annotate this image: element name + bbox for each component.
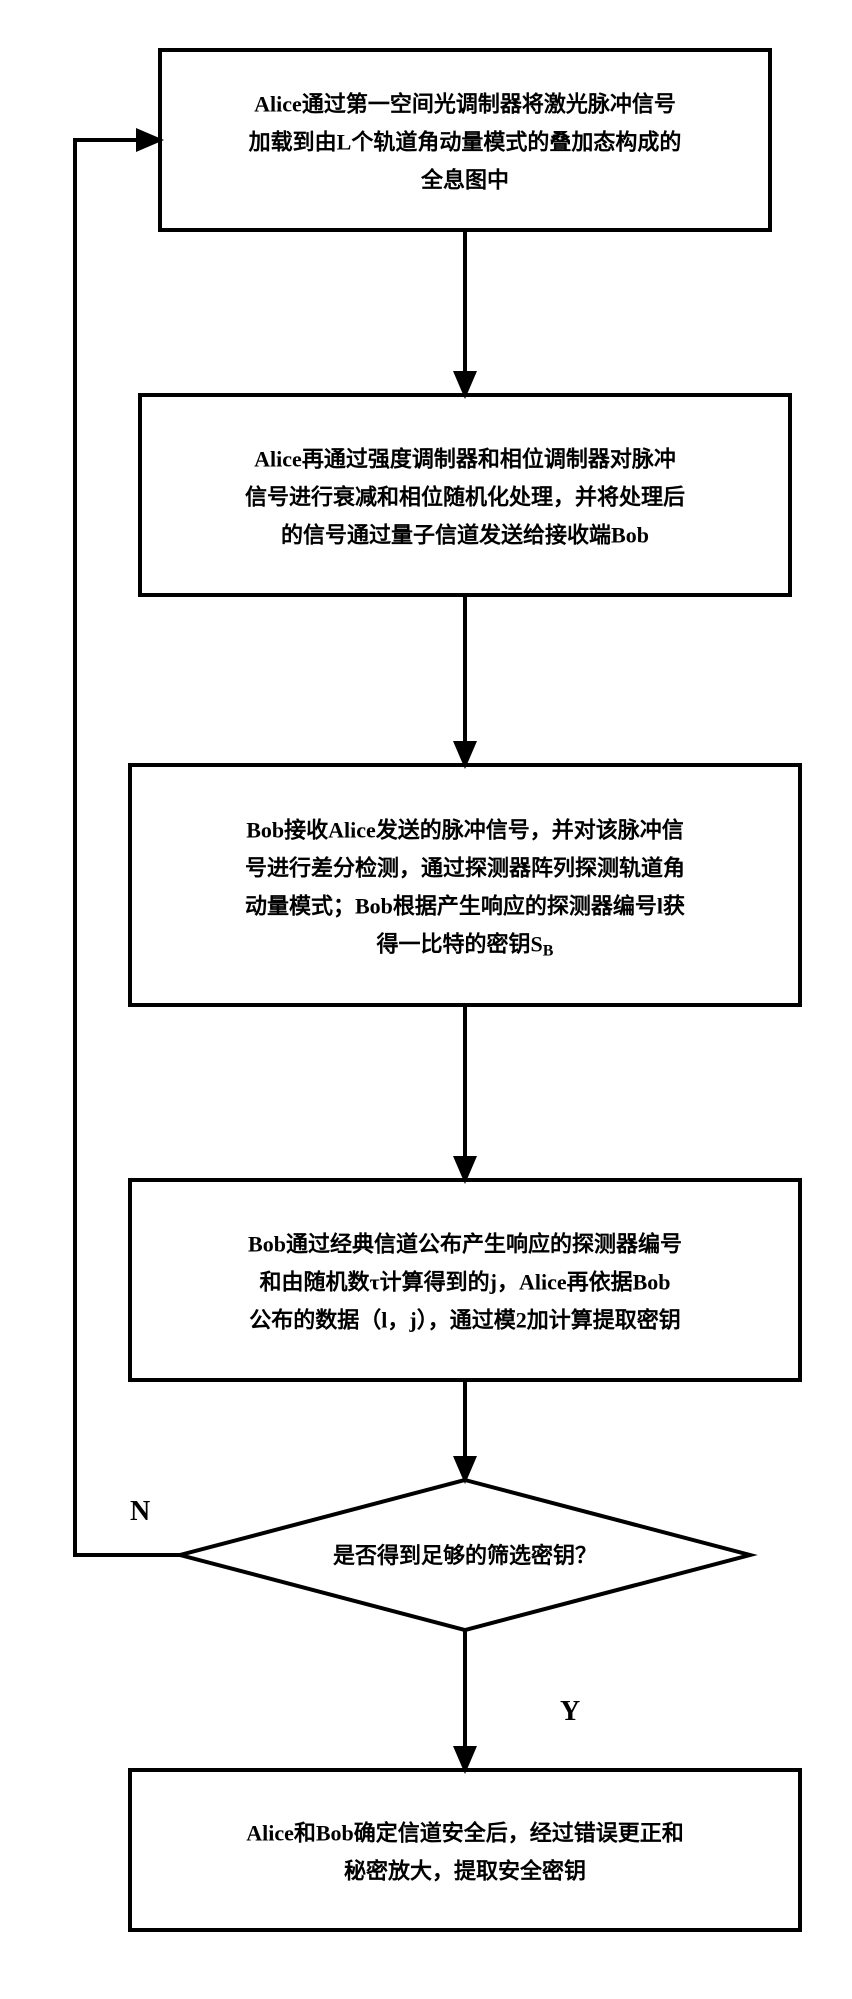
decision-diamond: 是否得到足够的筛选密钥？ bbox=[180, 1480, 750, 1630]
box-text-line: 信号进行衰减和相位随机化处理，并将处理后 bbox=[245, 485, 685, 510]
flow-box-box5: Alice和Bob确定信道安全后，经过错误更正和秘密放大，提取安全密钥 bbox=[130, 1770, 800, 1930]
box-text-line: 动量模式；Bob根据产生响应的探测器编号l获 bbox=[245, 894, 685, 919]
box-text-line: Bob接收Alice发送的脉冲信号，并对该脉冲信 bbox=[246, 818, 684, 843]
box-text-line: 得一比特的密钥SB bbox=[376, 932, 554, 960]
flow-box-box1: Alice通过第一空间光调制器将激光脉冲信号加载到由L个轨道角动量模式的叠加态构… bbox=[160, 50, 770, 230]
flow-box-box2: Alice再通过强度调制器和相位调制器对脉冲信号进行衰减和相位随机化处理，并将处… bbox=[140, 395, 790, 595]
flow-box-box4: Bob通过经典信道公布产生响应的探测器编号和由随机数τ计算得到的j，Alice再… bbox=[130, 1180, 800, 1380]
box-text-line: Alice再通过强度调制器和相位调制器对脉冲 bbox=[254, 447, 676, 472]
flow-box-box3: Bob接收Alice发送的脉冲信号，并对该脉冲信号进行差分检测，通过探测器阵列探… bbox=[130, 765, 800, 1005]
branch-label-labelN: N bbox=[130, 1496, 150, 1527]
box-text-line: 和由随机数τ计算得到的j，Alice再依据Bob bbox=[259, 1270, 670, 1295]
box-text-line: Alice通过第一空间光调制器将激光脉冲信号 bbox=[254, 92, 676, 117]
box-text-line: 公布的数据（l，j），通过模2加计算提取密钥 bbox=[249, 1308, 680, 1333]
branch-label-labelY: Y bbox=[560, 1696, 580, 1727]
box-text-line: Bob通过经典信道公布产生响应的探测器编号 bbox=[248, 1232, 682, 1257]
box-text-line: 号进行差分检测，通过探测器阵列探测轨道角 bbox=[245, 856, 685, 881]
box-text-line: Alice和Bob确定信道安全后，经过错误更正和 bbox=[246, 1821, 684, 1846]
box-text-line: 秘密放大，提取安全密钥 bbox=[344, 1859, 586, 1884]
box-text-line: 的信号通过量子信道发送给接收端Bob bbox=[281, 523, 649, 548]
diamond-text-line: 是否得到足够的筛选密钥？ bbox=[333, 1543, 597, 1568]
box-text-line: 加载到由L个轨道角动量模式的叠加态构成的 bbox=[248, 130, 682, 155]
box-text-line: 全息图中 bbox=[420, 168, 509, 193]
